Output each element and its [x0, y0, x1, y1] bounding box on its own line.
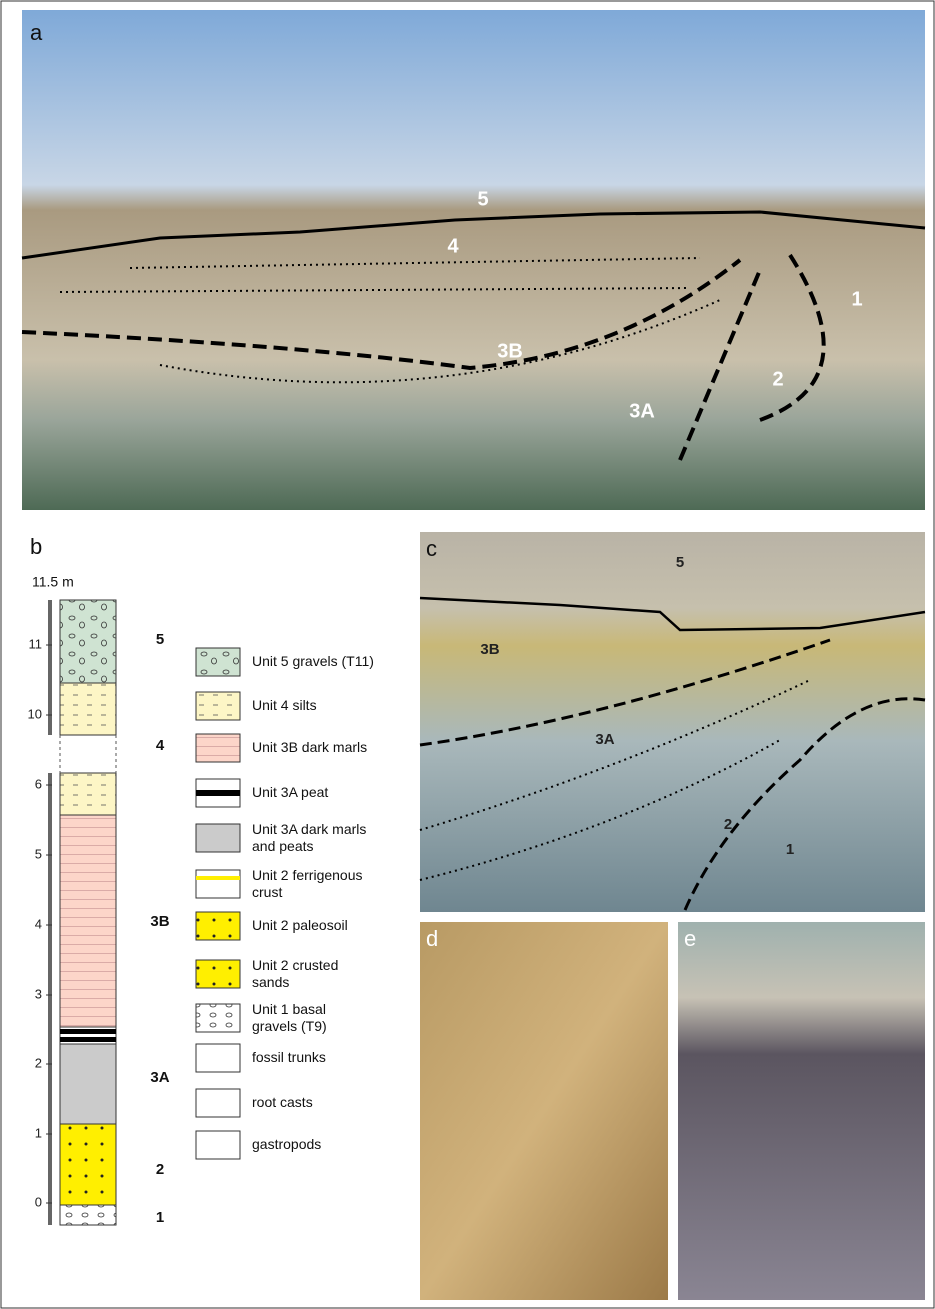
legend-swatch: [195, 691, 241, 721]
scale-tick-label: 1: [35, 1125, 42, 1140]
boundary: [678, 253, 826, 461]
boundary: [419, 638, 926, 911]
legend-label: Unit 2 crusted sands: [252, 957, 338, 990]
annotation: 4: [447, 235, 459, 257]
legend-swatch: [195, 647, 241, 677]
scale-tick-label: 3: [35, 986, 42, 1001]
panel-label: b: [30, 534, 42, 559]
legend-swatch: [195, 869, 241, 899]
legend-swatch: [195, 1043, 241, 1073]
annotation: 3B: [497, 340, 523, 362]
unit-label: 5: [156, 631, 164, 648]
legend-swatch: [195, 823, 241, 853]
bedding: [59, 257, 721, 384]
photo-d: [420, 922, 668, 1300]
legend-swatch: [195, 1003, 241, 1033]
photo: [420, 532, 925, 912]
unit-label: 3B: [150, 913, 169, 930]
legend-swatch: [195, 1130, 241, 1160]
scale-tick-label: 0: [35, 1194, 42, 1209]
annotation: 3A: [595, 731, 614, 748]
scale-tick-label: 11: [29, 636, 43, 651]
legend-swatch-band: [196, 876, 240, 880]
legend-swatch: [195, 1088, 241, 1118]
legend-label: gastropods: [252, 1136, 321, 1152]
unit-label: 3A: [150, 1069, 169, 1086]
legend-label: Unit 3B dark marls: [252, 739, 367, 755]
legend-label: Unit 1 basal gravels (T9): [252, 1001, 327, 1034]
annotation: 1: [851, 288, 862, 310]
panel-label: e: [684, 926, 696, 951]
annotation: 3A: [629, 400, 655, 422]
bedding: [419, 679, 811, 881]
annotation: 3B: [480, 641, 499, 658]
boundary: [21, 258, 742, 371]
stratigraphic-column: [48, 599, 117, 1226]
legend-swatch: [195, 911, 241, 941]
boundary: [419, 596, 926, 632]
unit-label: 2: [156, 1161, 164, 1178]
annotation: 5: [676, 554, 684, 571]
legend-label: Unit 4 silts: [252, 697, 317, 713]
legend-label: Unit 2 paleosoil: [252, 917, 348, 933]
annotation: 1: [786, 841, 794, 858]
scale-tick-label: 4: [35, 916, 42, 931]
legend-label: fossil trunks: [252, 1049, 326, 1065]
legend-label: Unit 5 gravels (T11): [252, 653, 374, 669]
panel-label: c: [426, 536, 437, 561]
panel-label: a: [30, 20, 43, 45]
legend-swatch: [195, 959, 241, 989]
panel-label: d: [426, 926, 438, 951]
legend-swatch-band: [196, 790, 240, 796]
legend-label: Unit 3A dark marls and peats: [252, 821, 366, 854]
legend-label: Unit 3A peat: [252, 784, 328, 800]
annotation: 5: [477, 188, 488, 210]
unit-label: 1: [156, 1209, 164, 1226]
legend-swatch: [195, 733, 241, 763]
annotation: 2: [724, 816, 732, 833]
annotation: 2: [772, 368, 783, 390]
panel-a: [21, 10, 926, 510]
unit-label: 4: [156, 737, 165, 754]
photo-e: [678, 922, 925, 1300]
scale-tick-label: 2: [35, 1055, 42, 1070]
height-label: 11.5 m: [32, 574, 74, 590]
legend-label: root casts: [252, 1094, 313, 1110]
scale-tick-label: 6: [35, 776, 42, 791]
legend-label: Unit 2 ferrigenous crust: [252, 867, 363, 900]
scale-tick-label: 5: [35, 846, 42, 861]
panel-c: [419, 532, 926, 912]
boundary: [21, 210, 926, 260]
scale-tick-label: 10: [28, 706, 42, 721]
photo: [22, 10, 925, 510]
